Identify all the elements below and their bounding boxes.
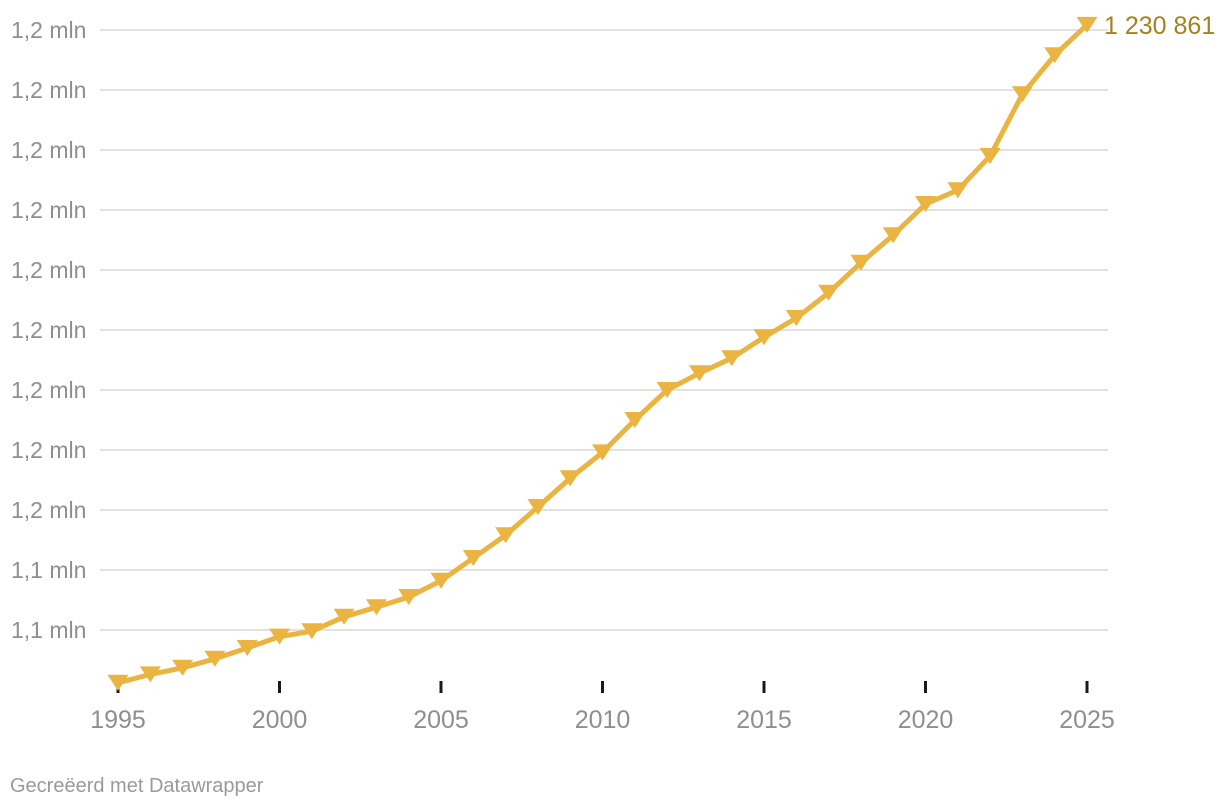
data-point-marker[interactable] <box>850 254 872 271</box>
data-point-marker[interactable] <box>882 227 904 244</box>
x-axis-label: 2000 <box>252 706 308 734</box>
y-axis-label: 1,1 mln <box>11 617 86 643</box>
x-axis-label: 2010 <box>575 706 631 734</box>
data-point-marker[interactable] <box>688 365 710 382</box>
data-point-marker[interactable] <box>1076 16 1098 33</box>
data-point-marker[interactable] <box>1011 86 1033 103</box>
data-point-marker[interactable] <box>462 550 484 566</box>
x-axis-label: 2025 <box>1059 706 1115 734</box>
data-point-marker[interactable] <box>172 659 194 676</box>
data-point-marker[interactable] <box>527 499 549 515</box>
y-axis-label: 1,1 mln <box>11 557 86 583</box>
line-series <box>115 22 1090 686</box>
data-point-marker[interactable] <box>592 444 613 461</box>
x-axis-label: 1995 <box>90 706 146 734</box>
y-axis-label: 1,2 mln <box>11 317 86 343</box>
attribution-link[interactable]: Gecreëerd met Datawrapper <box>10 775 264 797</box>
y-axis-label: 1,2 mln <box>11 437 86 463</box>
data-point-marker[interactable] <box>495 527 517 544</box>
y-axis-label: 1,2 mln <box>11 137 86 163</box>
data-point-marker[interactable] <box>721 350 743 367</box>
data-point-marker[interactable] <box>236 640 258 656</box>
y-axis-label: 1,2 mln <box>11 197 86 223</box>
y-axis-label: 1,2 mln <box>11 377 86 403</box>
data-point-marker[interactable] <box>1044 47 1066 64</box>
data-point-marker[interactable] <box>398 589 420 605</box>
data-point-marker[interactable] <box>559 470 581 487</box>
y-axis-label: 1,2 mln <box>11 257 86 283</box>
data-point-marker[interactable] <box>753 329 775 346</box>
x-axis-label: 2015 <box>736 706 792 734</box>
data-point-marker[interactable] <box>915 196 936 212</box>
data-point-marker[interactable] <box>333 608 355 625</box>
x-axis-label: 2005 <box>413 706 469 734</box>
data-point-marker[interactable] <box>269 628 290 645</box>
data-point-marker[interactable] <box>785 310 807 326</box>
data-point-marker[interactable] <box>107 674 129 691</box>
data-point-marker[interactable] <box>365 599 387 616</box>
data-point-marker[interactable] <box>430 572 452 589</box>
data-point-marker[interactable] <box>656 382 678 398</box>
data-point-marker[interactable] <box>818 284 840 301</box>
chart-svg: 1,2 mln 1,2 mln 1,2 mln 1,2 mln 1,2 mln 1,2 m… <box>11 12 1215 734</box>
y-axis-label: 1,2 mln <box>11 77 86 103</box>
data-point-marker[interactable] <box>947 182 969 199</box>
data-point-marker[interactable] <box>301 623 323 640</box>
end-value-label: 1 230 861 <box>1104 12 1215 40</box>
y-axis-label: 1,2 mln <box>11 17 86 43</box>
data-point-marker[interactable] <box>204 650 226 667</box>
x-axis-label: 2020 <box>898 706 954 734</box>
data-point-marker[interactable] <box>624 412 646 428</box>
data-point-marker[interactable] <box>139 666 161 683</box>
data-point-marker[interactable] <box>979 148 1001 164</box>
y-axis-label: 1,2 mln <box>11 497 86 523</box>
